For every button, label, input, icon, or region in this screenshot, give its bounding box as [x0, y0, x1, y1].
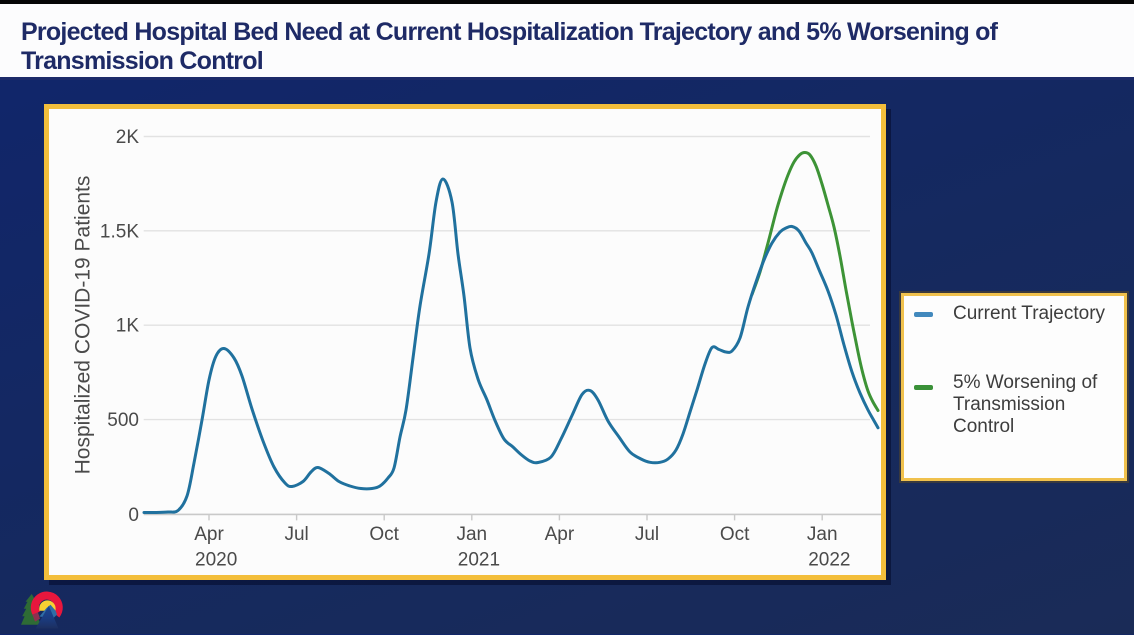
svg-text:0: 0	[128, 505, 139, 526]
svg-text:Oct: Oct	[369, 524, 399, 545]
svg-text:Jul: Jul	[635, 524, 659, 545]
svg-text:Hospitalized COVID-19 Patients: Hospitalized COVID-19 Patients	[72, 176, 95, 475]
svg-text:Jan: Jan	[807, 524, 838, 545]
svg-text:500: 500	[107, 410, 139, 431]
svg-text:Oct: Oct	[720, 524, 750, 545]
svg-text:1.5K: 1.5K	[100, 221, 139, 242]
svg-text:Jul: Jul	[284, 524, 308, 545]
svg-text:Apr: Apr	[194, 524, 224, 545]
svg-text:1K: 1K	[116, 316, 140, 337]
svg-text:2021: 2021	[458, 550, 500, 571]
svg-text:2K: 2K	[116, 127, 140, 148]
svg-text:Jan: Jan	[456, 524, 487, 545]
svg-text:2022: 2022	[808, 550, 850, 571]
svg-text:Apr: Apr	[545, 524, 575, 545]
svg-text:2020: 2020	[195, 550, 237, 571]
